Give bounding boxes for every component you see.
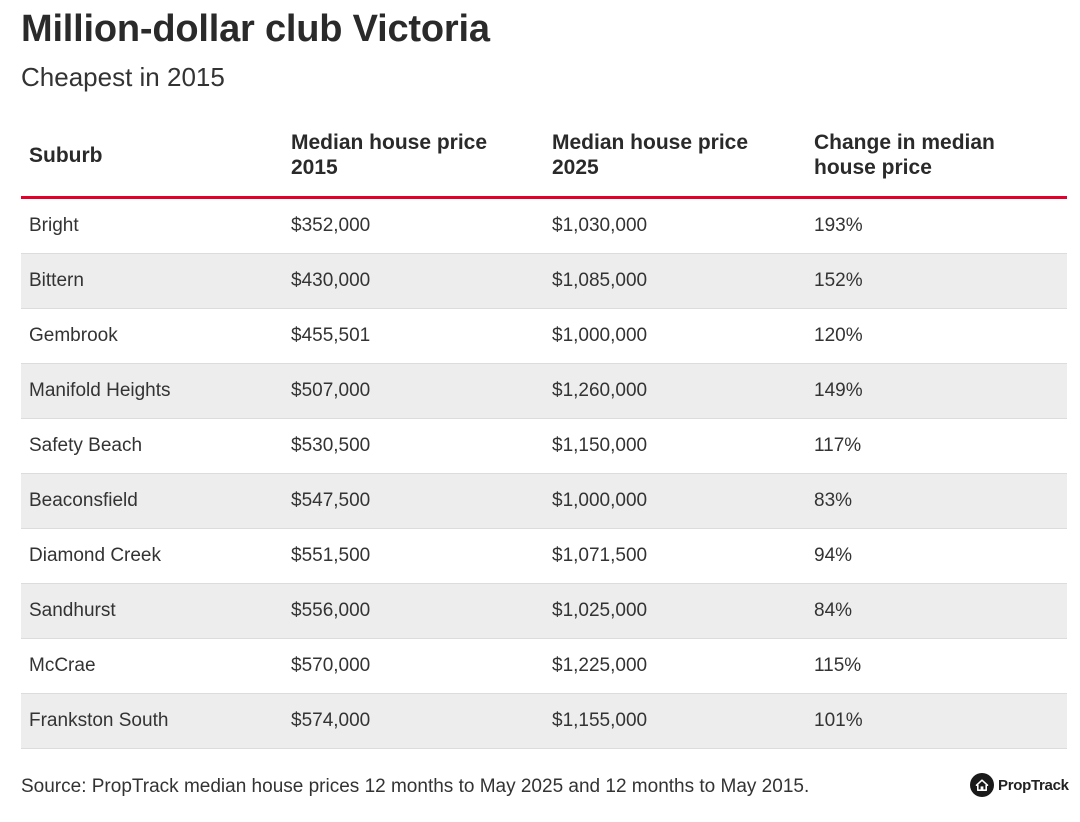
data-table: Suburb Median house price 2015 Median ho… [21, 114, 1067, 749]
price-2015-cell: $551,500 [291, 545, 371, 566]
suburb-cell: Diamond Creek [29, 545, 161, 566]
table-row: McCrae $570,000 $1,225,000 115% [21, 639, 1067, 694]
table-row: Bittern $430,000 $1,085,000 152% [21, 254, 1067, 309]
price-2025-cell: $1,025,000 [552, 600, 648, 621]
source-note: Source: PropTrack median house prices 12… [21, 776, 810, 797]
price-2015-cell: $507,000 [291, 380, 371, 401]
table-row: Bright $352,000 $1,030,000 193% [21, 199, 1067, 254]
price-2025-cell: $1,260,000 [552, 380, 648, 401]
column-header-price-2015: Median house price 2015 [291, 131, 488, 179]
change-cell: 152% [814, 270, 863, 291]
price-2025-cell: $1,225,000 [552, 655, 648, 676]
suburb-cell: McCrae [29, 655, 96, 676]
change-cell: 115% [814, 655, 862, 676]
proptrack-house-icon [970, 773, 994, 797]
suburb-cell: Safety Beach [29, 435, 143, 456]
price-2025-cell: $1,000,000 [552, 490, 648, 511]
table-row: Sandhurst $556,000 $1,025,000 84% [21, 584, 1067, 639]
chart-subtitle: Cheapest in 2015 [21, 62, 225, 92]
brand-logo: PropTrack [970, 773, 1069, 797]
table-row: Manifold Heights $507,000 $1,260,000 149% [21, 364, 1067, 419]
price-2015-cell: $574,000 [291, 710, 371, 731]
table-row: Diamond Creek $551,500 $1,071,500 94% [21, 529, 1067, 584]
price-2015-cell: $547,500 [291, 490, 371, 511]
price-2015-cell: $430,000 [291, 270, 371, 291]
price-2025-cell: $1,150,000 [552, 435, 648, 456]
price-2025-cell: $1,030,000 [552, 215, 648, 236]
suburb-cell: Frankston South [29, 710, 169, 731]
table-row: Beaconsfield $547,500 $1,000,000 83% [21, 474, 1067, 529]
table-header: Suburb Median house price 2015 Median ho… [21, 114, 1067, 199]
column-header-change: Change in median house price [814, 131, 995, 179]
suburb-cell: Bright [29, 215, 79, 236]
suburb-cell: Gembrook [29, 325, 118, 346]
price-2025-cell: $1,155,000 [552, 710, 648, 731]
change-cell: 101% [814, 710, 863, 731]
suburb-cell: Beaconsfield [29, 490, 138, 511]
column-header-suburb: Suburb [29, 143, 103, 167]
change-cell: 84% [814, 600, 853, 621]
change-cell: 117% [814, 435, 862, 456]
suburb-cell: Sandhurst [29, 600, 116, 621]
price-2015-cell: $570,000 [291, 655, 371, 676]
price-2015-cell: $530,500 [291, 435, 371, 456]
suburb-cell: Manifold Heights [29, 380, 171, 401]
price-2025-cell: $1,000,000 [552, 325, 648, 346]
price-2025-cell: $1,085,000 [552, 270, 648, 291]
price-2015-cell: $556,000 [291, 600, 371, 621]
table-row: Gembrook $455,501 $1,000,000 120% [21, 309, 1067, 364]
price-2015-cell: $455,501 [291, 325, 371, 346]
change-cell: 94% [814, 545, 853, 566]
price-2015-cell: $352,000 [291, 215, 371, 236]
table-body: Bright $352,000 $1,030,000 193% Bittern $430,… [21, 199, 1067, 749]
change-cell: 120% [814, 325, 863, 346]
brand-name: PropTrack [998, 776, 1069, 794]
table-row: Safety Beach $530,500 $1,150,000 117% [21, 419, 1067, 474]
change-cell: 83% [814, 490, 853, 511]
column-header-price-2025: Median house price 2025 [552, 131, 749, 179]
price-2025-cell: $1,071,500 [552, 545, 648, 566]
change-cell: 149% [814, 380, 863, 401]
table-row: Frankston South $574,000 $1,155,000 101% [21, 694, 1067, 749]
chart-title: Million-dollar club Victoria [21, 8, 490, 50]
suburb-cell: Bittern [29, 270, 84, 291]
change-cell: 193% [814, 215, 863, 236]
